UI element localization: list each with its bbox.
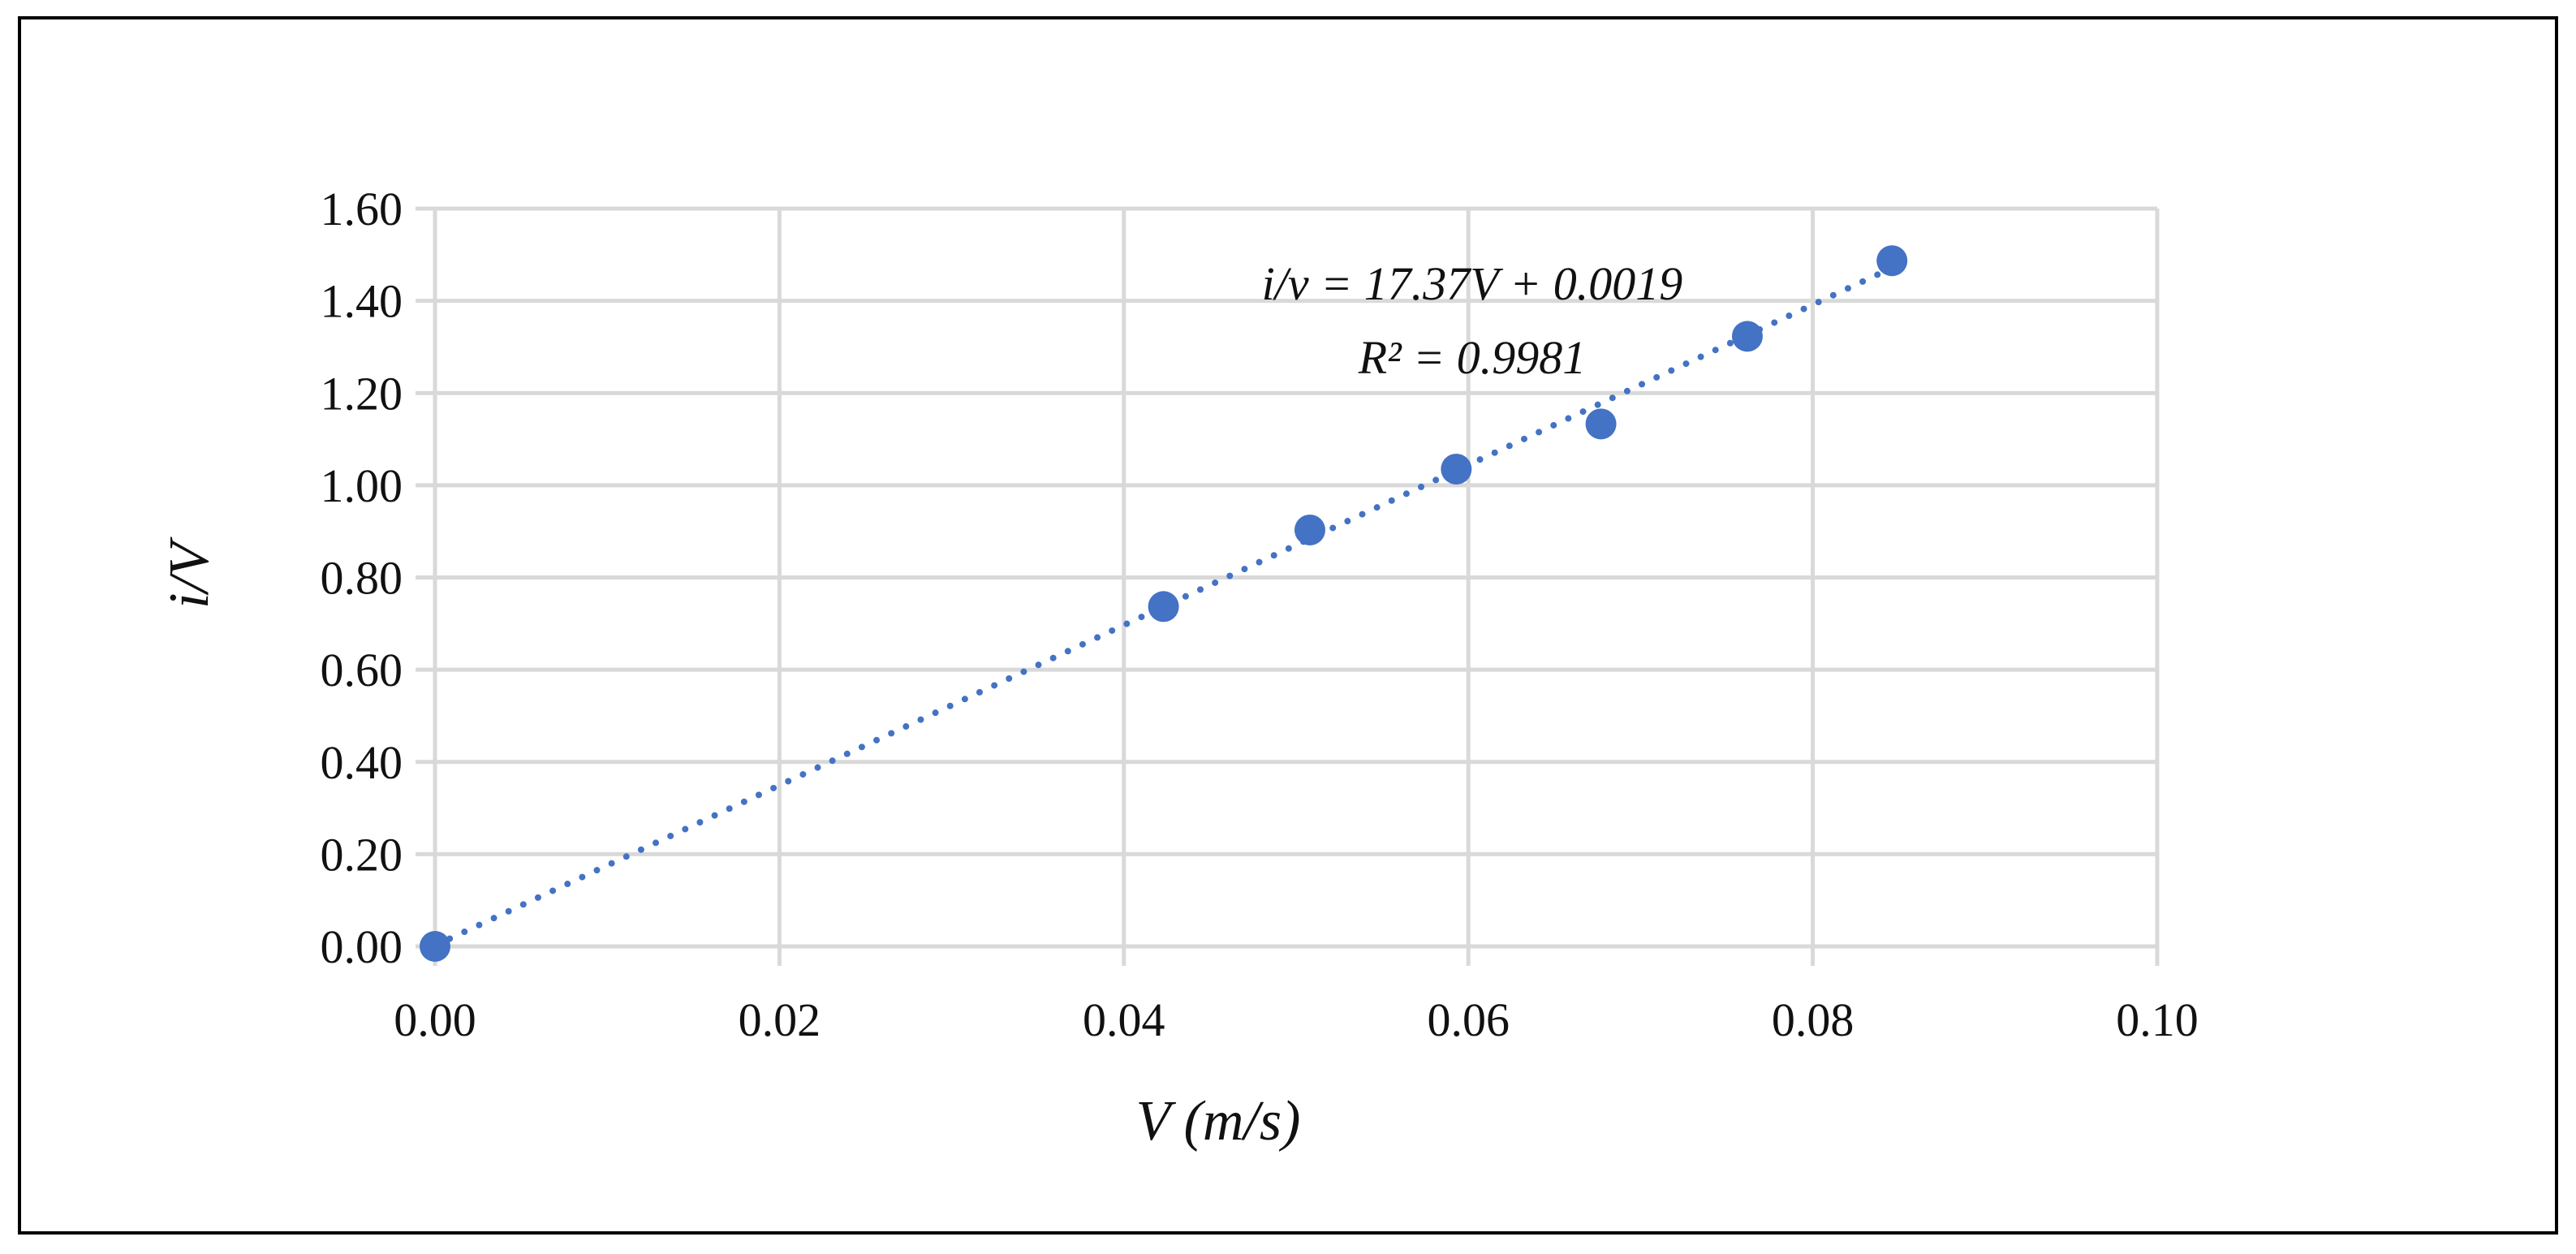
y-tick-label: 0.00 xyxy=(321,920,403,973)
grid-lines xyxy=(435,206,2160,946)
y-tick-label: 1.40 xyxy=(321,275,403,328)
y-tick-label: 1.00 xyxy=(321,459,403,512)
y-axis-title: i/V xyxy=(158,537,221,609)
data-point xyxy=(1876,245,1908,277)
x-tick-label: 0.02 xyxy=(739,993,821,1046)
data-point xyxy=(1148,591,1179,623)
y-tick-label: 0.60 xyxy=(321,644,403,696)
data-point xyxy=(420,931,450,962)
x-tick-labels: 0.00 0.02 0.04 0.06 0.08 0.10 xyxy=(394,993,2199,1046)
y-tick-label: 0.20 xyxy=(321,828,403,881)
x-axis-title: V (m/s) xyxy=(1136,1090,1301,1153)
data-point xyxy=(1731,321,1763,352)
y-tick-label: 0.80 xyxy=(321,552,403,605)
y-tick-label: 1.60 xyxy=(321,183,403,235)
chart-frame: 0.00 0.02 0.04 0.06 0.08 0.10 0.00 0.20 0.40 0.6… xyxy=(18,16,2558,1235)
y-tick-label: 1.20 xyxy=(321,367,403,420)
x-tick-label: 0.06 xyxy=(1427,993,1510,1046)
x-tick-label: 0.00 xyxy=(394,993,476,1046)
trendline-r-squared: R² = 0.9981 xyxy=(1358,331,1586,384)
data-point xyxy=(1294,514,1325,545)
data-point xyxy=(1441,453,1472,485)
x-tick-label: 0.08 xyxy=(1772,993,1854,1046)
y-tick-label: 0.40 xyxy=(321,736,403,789)
x-tick-label: 0.10 xyxy=(2116,993,2199,1046)
y-tick-labels: 0.00 0.20 0.40 0.60 0.80 1.00 1.20 1.40 1.60 xyxy=(321,183,403,973)
data-point xyxy=(1585,408,1617,440)
data-points xyxy=(420,245,1908,962)
chart-svg: 0.00 0.02 0.04 0.06 0.08 0.10 0.00 0.20 0.40 0.6… xyxy=(158,183,2199,1153)
x-tick-label: 0.04 xyxy=(1083,993,1165,1046)
trendline-equation: i/v = 17.37V + 0.0019 xyxy=(1262,257,1683,310)
